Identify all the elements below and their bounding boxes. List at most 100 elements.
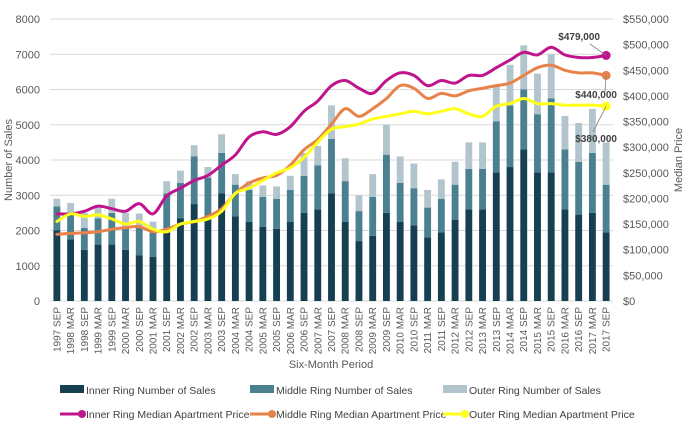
bar-outer-ring: [588, 108, 596, 153]
bar-middle-ring: [437, 198, 445, 233]
bar-outer-ring: [369, 174, 377, 198]
line-middle-ring: [55, 63, 608, 236]
bar-outer-ring: [410, 163, 418, 189]
stacked-bars: [53, 45, 610, 301]
annotation-label: $380,000: [575, 134, 617, 145]
bar-outer-ring: [341, 158, 349, 182]
bar-inner-ring: [177, 218, 184, 301]
bar-inner-ring: [53, 230, 61, 301]
y-tick-label: 5000: [16, 120, 40, 132]
bar-outer-ring: [218, 134, 226, 153]
bar-inner-ring: [67, 239, 75, 301]
annotations: $479,000 $440,000 $380,000: [558, 32, 617, 145]
bar-middle-ring: [259, 197, 267, 227]
y-axis-title: Number of Sales: [3, 119, 15, 201]
x-tick-label: 2009 SEP: [382, 307, 393, 352]
bar-inner-ring: [437, 232, 445, 301]
x-tick-label: 2010 MAR: [396, 307, 407, 354]
bar-outer-ring: [506, 64, 514, 106]
bar-middle-ring: [328, 138, 335, 194]
bar-inner-ring: [382, 212, 390, 301]
bar-middle-ring: [479, 168, 486, 210]
legend: Inner Ring Number of Sales Middle Ring Nu…: [60, 385, 635, 421]
annotation-leader: [589, 43, 607, 56]
bar-middle-ring: [80, 228, 88, 250]
bar-inner-ring: [410, 225, 418, 301]
x-tick-label: 2002 MAR: [176, 307, 187, 354]
x-tick-label: 2007 MAR: [313, 307, 324, 354]
annotation-label: $479,000: [558, 32, 600, 43]
bar-inner-ring: [135, 255, 143, 301]
bar-middle-ring: [424, 207, 432, 238]
annotation-leader: [604, 75, 607, 93]
bar-middle-ring: [177, 182, 184, 219]
bar-middle-ring: [53, 206, 61, 231]
legend-swatch: [443, 385, 467, 393]
bar-middle-ring: [396, 182, 404, 222]
x-tick-label: 1999 SEP: [107, 307, 118, 352]
legend-label: Inner Ring Median Apartment Price: [86, 409, 250, 421]
legend-label: Inner Ring Number of Sales: [86, 385, 216, 397]
bar-inner-ring: [520, 149, 528, 301]
x-tick-label: 2008 SEP: [354, 307, 365, 352]
legend-swatch: [60, 385, 84, 393]
bar-outer-ring: [273, 186, 281, 199]
x-tick-label: 2006 SEP: [300, 307, 311, 352]
bar-middle-ring: [231, 184, 239, 217]
bar-middle-ring: [547, 98, 555, 173]
bar-inner-ring: [122, 249, 129, 301]
y-tick-label: 4000: [16, 155, 40, 167]
bar-middle-ring: [506, 105, 514, 168]
y2-tick-label: $350,000: [623, 117, 669, 129]
x-tick-label: 2001 SEP: [162, 307, 173, 352]
bar-outer-ring: [163, 181, 171, 194]
x-tick-label: 2011 SEP: [437, 307, 448, 352]
bar-outer-ring: [520, 45, 528, 90]
bar-inner-ring: [108, 244, 116, 301]
bar-outer-ring: [149, 221, 157, 233]
bar-middle-ring: [149, 232, 157, 257]
bar-inner-ring: [369, 235, 377, 301]
bar-inner-ring: [424, 237, 432, 301]
bar-middle-ring: [451, 184, 459, 220]
bar-middle-ring: [273, 198, 281, 229]
x-tick-label: 2010 SEP: [409, 307, 420, 352]
x-axis: 1997 SEP 1998 MAR 1998 SEP 1999 MAR 1999 SEP…: [52, 307, 612, 355]
y-tick-label: 8000: [16, 14, 40, 26]
bar-inner-ring: [492, 172, 500, 301]
bar-outer-ring: [534, 73, 541, 115]
bar-middle-ring: [314, 165, 322, 210]
x-tick-label: 2011 MAR: [423, 307, 434, 354]
bar-inner-ring: [341, 221, 349, 301]
bar-middle-ring: [534, 114, 541, 173]
bar-outer-ring: [437, 179, 445, 199]
bar-outer-ring: [314, 145, 322, 166]
x-tick-label: 2015 MAR: [533, 307, 544, 354]
y2-axis-title: Median Price: [673, 128, 685, 192]
bar-middle-ring: [245, 189, 253, 222]
bar-inner-ring: [547, 172, 555, 301]
bar-middle-ring: [520, 89, 528, 150]
bar-middle-ring: [204, 177, 212, 219]
bar-inner-ring: [231, 216, 239, 301]
annotation-leader: [592, 105, 607, 133]
y-tick-label: 6000: [16, 85, 40, 97]
bar-outer-ring: [94, 207, 102, 219]
bar-middle-ring: [286, 189, 294, 222]
bar-inner-ring: [286, 221, 294, 301]
x-tick-label: 1999 MAR: [94, 307, 105, 354]
bar-inner-ring: [506, 167, 514, 301]
bar-outer-ring: [245, 181, 253, 190]
y2-tick-label: $400,000: [623, 91, 669, 103]
y-tick-label: 0: [34, 296, 40, 308]
bar-middle-ring: [218, 152, 226, 194]
y2-tick-label: $450,000: [623, 65, 669, 77]
bar-middle-ring: [135, 226, 143, 256]
bar-outer-ring: [547, 54, 555, 99]
y-tick-label: 3000: [16, 190, 40, 202]
x-tick-label: 2012 MAR: [451, 307, 462, 354]
bar-middle-ring: [410, 188, 418, 226]
bar-inner-ring: [451, 219, 459, 301]
bar-middle-ring: [561, 149, 569, 210]
